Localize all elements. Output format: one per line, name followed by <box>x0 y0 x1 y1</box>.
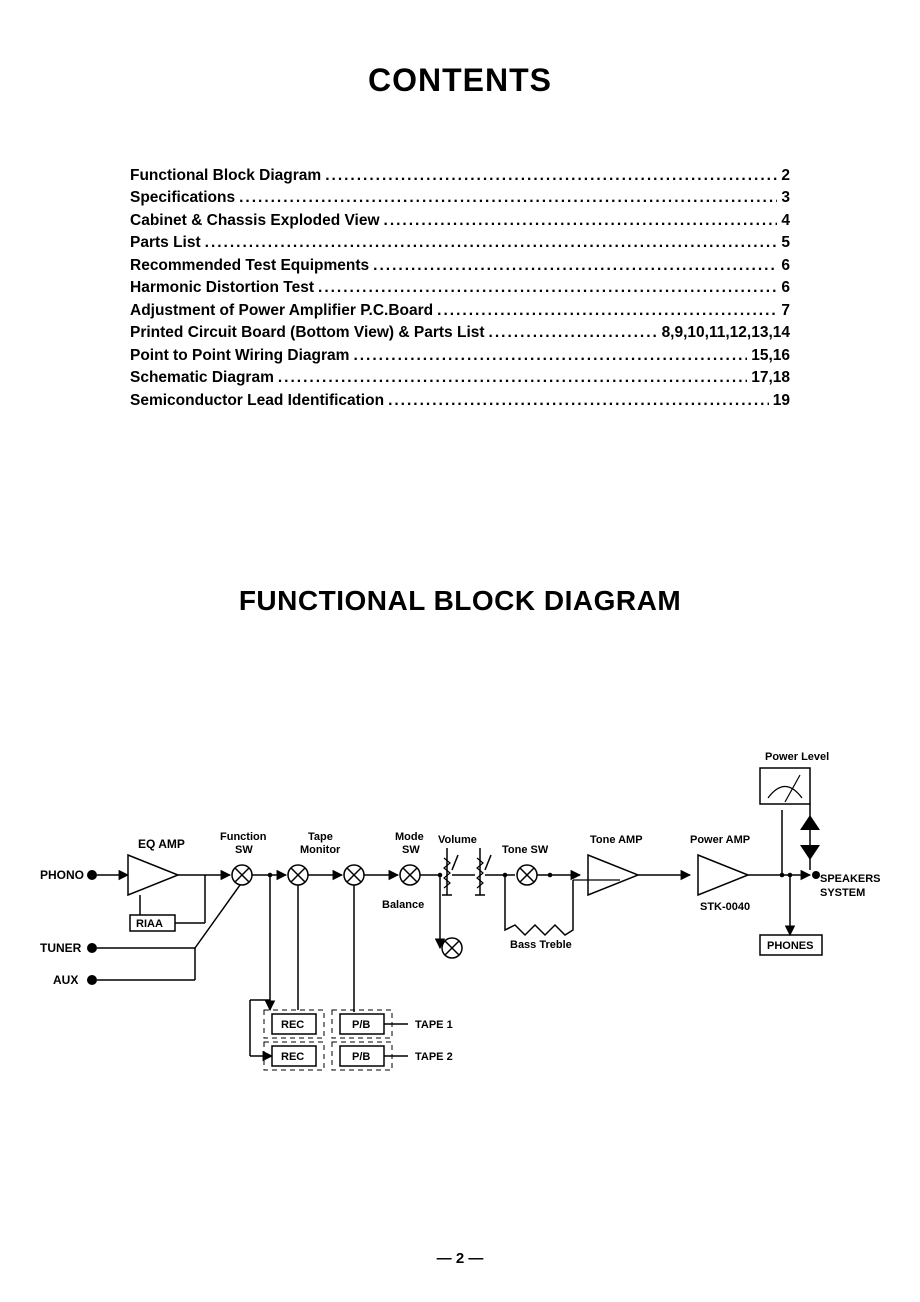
toc-dots <box>205 232 778 254</box>
label-riaa: RIAA <box>136 918 163 930</box>
toc-page: 6 <box>781 255 790 277</box>
toc-row: Adjustment of Power Amplifier P.C.Board … <box>130 300 790 322</box>
toc-page: 5 <box>781 232 790 254</box>
toc-page: 6 <box>781 277 790 299</box>
label-bass-treble: Bass Treble <box>510 939 572 951</box>
toc-dots <box>384 210 778 232</box>
toc-page: 17,18 <box>751 367 790 389</box>
label-tape2: TAPE 2 <box>415 1051 453 1063</box>
label-speakers1: SPEAKERS <box>820 873 880 885</box>
label-eq-amp: EQ AMP <box>138 837 185 851</box>
label-speakers2: SYSTEM <box>820 887 865 899</box>
label-tape1: TAPE 1 <box>415 1019 453 1031</box>
page-number: — 2 — <box>0 1250 920 1267</box>
toc-page: 7 <box>781 300 790 322</box>
toc-label: Functional Block Diagram <box>130 165 321 187</box>
label-func-sw-bot: SW <box>235 844 253 856</box>
toc-label: Point to Point Wiring Diagram <box>130 345 349 367</box>
toc-dots <box>388 390 769 412</box>
toc-label: Parts List <box>130 232 201 254</box>
toc-row: Semiconductor Lead Identification 19 <box>130 390 790 412</box>
label-balance: Balance <box>382 899 424 911</box>
toc-row: Functional Block Diagram 2 <box>130 165 790 187</box>
toc-dots <box>325 165 777 187</box>
page: CONTENTS Functional Block Diagram 2 Spec… <box>0 0 920 1302</box>
toc-page: 4 <box>781 210 790 232</box>
label-tape-top: Tape <box>308 831 333 843</box>
toc-label: Semiconductor Lead Identification <box>130 390 384 412</box>
label-mode-top: Mode <box>395 831 424 843</box>
label-volume: Volume <box>438 834 477 846</box>
toc-row: Cabinet & Chassis Exploded View 4 <box>130 210 790 232</box>
toc-label: Printed Circuit Board (Bottom View) & Pa… <box>130 322 485 344</box>
toc-row: Printed Circuit Board (Bottom View) & Pa… <box>130 322 790 344</box>
toc-row: Point to Point Wiring Diagram 15,16 <box>130 345 790 367</box>
label-power-level: Power Level <box>765 751 829 763</box>
toc-page: 8,9,10,11,12,13,14 <box>662 322 790 344</box>
label-pb2: P/B <box>352 1051 370 1063</box>
toc-label: Adjustment of Power Amplifier P.C.Board <box>130 300 433 322</box>
toc-dots <box>353 345 747 367</box>
toc-page: 19 <box>773 390 790 412</box>
toc-dots <box>278 367 747 389</box>
title-block-diagram: FUNCTIONAL BLOCK DIAGRAM <box>0 585 920 617</box>
table-of-contents: Functional Block Diagram 2 Specification… <box>130 165 790 412</box>
toc-dots <box>437 300 777 322</box>
label-tuner: TUNER <box>40 941 82 955</box>
label-tone-amp: Tone AMP <box>590 834 643 846</box>
label-rec2: REC <box>281 1051 304 1063</box>
block-diagram: PHONO TUNER AUX EQ AMP RIAA Function SW <box>20 730 880 1110</box>
title-contents: CONTENTS <box>0 62 920 99</box>
label-tape-bot: Monitor <box>300 844 341 856</box>
label-power-amp: Power AMP <box>690 834 750 846</box>
toc-dots <box>239 187 777 209</box>
label-mode-bot: SW <box>402 844 420 856</box>
toc-row: Harmonic Distortion Test 6 <box>130 277 790 299</box>
toc-dots <box>373 255 777 277</box>
toc-page: 15,16 <box>751 345 790 367</box>
toc-label: Specifications <box>130 187 235 209</box>
toc-row: Recommended Test Equipments 6 <box>130 255 790 277</box>
toc-row: Schematic Diagram 17,18 <box>130 367 790 389</box>
label-phono: PHONO <box>40 868 84 882</box>
toc-page: 2 <box>781 165 790 187</box>
toc-dots <box>318 277 777 299</box>
toc-label: Schematic Diagram <box>130 367 274 389</box>
label-func-sw-top: Function <box>220 831 267 843</box>
label-rec1: REC <box>281 1019 304 1031</box>
label-pb1: P/B <box>352 1019 370 1031</box>
label-phones: PHONES <box>767 940 813 952</box>
toc-label: Harmonic Distortion Test <box>130 277 314 299</box>
label-stk: STK-0040 <box>700 901 750 913</box>
toc-row: Specifications 3 <box>130 187 790 209</box>
toc-dots <box>489 322 658 344</box>
toc-label: Cabinet & Chassis Exploded View <box>130 210 380 232</box>
toc-page: 3 <box>781 187 790 209</box>
label-aux: AUX <box>53 973 78 987</box>
label-tone-sw: Tone SW <box>502 844 549 856</box>
toc-label: Recommended Test Equipments <box>130 255 369 277</box>
toc-row: Parts List 5 <box>130 232 790 254</box>
